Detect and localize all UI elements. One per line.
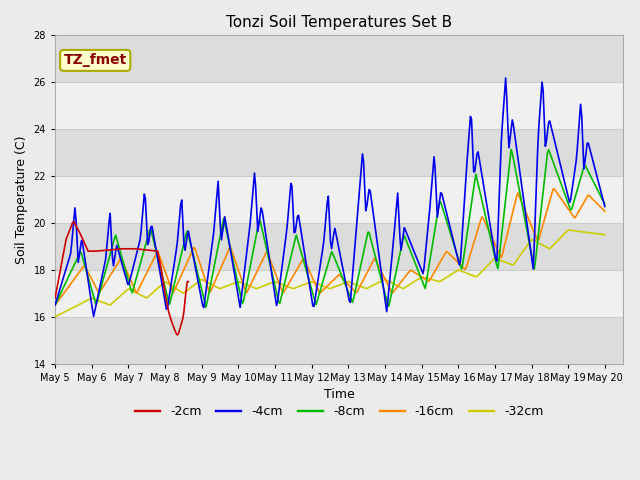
-32cm bbox=[601, 232, 609, 238]
Legend: -2cm, -4cm, -8cm, -16cm, -32cm: -2cm, -4cm, -8cm, -16cm, -32cm bbox=[130, 400, 548, 423]
Bar bbox=[55, 82, 623, 129]
Line: -16cm: -16cm bbox=[55, 189, 605, 305]
-2cm bbox=[177, 323, 184, 329]
-8cm bbox=[503, 186, 511, 192]
-2cm bbox=[182, 287, 190, 292]
-2cm bbox=[95, 248, 103, 254]
-4cm bbox=[90, 313, 97, 319]
Line: -32cm: -32cm bbox=[55, 230, 605, 317]
Bar bbox=[55, 176, 623, 223]
Bar bbox=[55, 129, 623, 176]
-8cm bbox=[350, 295, 358, 301]
-16cm bbox=[502, 238, 509, 244]
-4cm bbox=[504, 123, 512, 129]
-32cm bbox=[51, 314, 59, 320]
-4cm bbox=[51, 302, 59, 308]
Line: -2cm: -2cm bbox=[55, 221, 188, 335]
-4cm bbox=[601, 204, 609, 209]
Bar bbox=[55, 317, 623, 364]
Title: Tonzi Soil Temperatures Set B: Tonzi Soil Temperatures Set B bbox=[226, 15, 452, 30]
-32cm bbox=[502, 260, 509, 265]
-32cm bbox=[589, 230, 596, 236]
Bar bbox=[55, 223, 623, 270]
-8cm bbox=[601, 201, 609, 207]
-2cm bbox=[83, 246, 91, 252]
-2cm bbox=[184, 279, 192, 285]
-8cm bbox=[202, 304, 210, 310]
-16cm bbox=[349, 287, 356, 292]
-16cm bbox=[601, 208, 609, 214]
-8cm bbox=[317, 287, 324, 292]
-16cm bbox=[312, 283, 320, 288]
-8cm bbox=[314, 298, 321, 304]
-8cm bbox=[590, 180, 598, 185]
-4cm bbox=[380, 285, 387, 290]
-4cm bbox=[314, 282, 321, 288]
Bar bbox=[55, 36, 623, 82]
-4cm bbox=[317, 260, 324, 266]
Text: TZ_fmet: TZ_fmet bbox=[63, 53, 127, 67]
-8cm bbox=[380, 285, 387, 290]
-4cm bbox=[590, 161, 598, 167]
-16cm bbox=[550, 186, 558, 192]
Bar bbox=[55, 270, 623, 317]
-2cm bbox=[137, 246, 145, 252]
-8cm bbox=[51, 302, 59, 308]
-32cm bbox=[378, 278, 386, 284]
Line: -8cm: -8cm bbox=[55, 150, 605, 307]
-2cm bbox=[173, 332, 181, 338]
-8cm bbox=[508, 147, 515, 153]
X-axis label: Time: Time bbox=[324, 388, 355, 401]
-16cm bbox=[316, 290, 323, 296]
-16cm bbox=[589, 196, 596, 202]
-2cm bbox=[51, 295, 59, 301]
-4cm bbox=[502, 75, 509, 81]
Line: -4cm: -4cm bbox=[55, 78, 605, 316]
-32cm bbox=[349, 280, 356, 286]
-16cm bbox=[51, 302, 59, 308]
-32cm bbox=[316, 282, 323, 288]
-16cm bbox=[378, 271, 386, 276]
-2cm bbox=[125, 246, 132, 252]
-32cm bbox=[312, 280, 320, 286]
-32cm bbox=[564, 227, 572, 233]
Y-axis label: Soil Temperature (C): Soil Temperature (C) bbox=[15, 135, 28, 264]
-2cm bbox=[70, 218, 77, 224]
-4cm bbox=[350, 259, 358, 265]
